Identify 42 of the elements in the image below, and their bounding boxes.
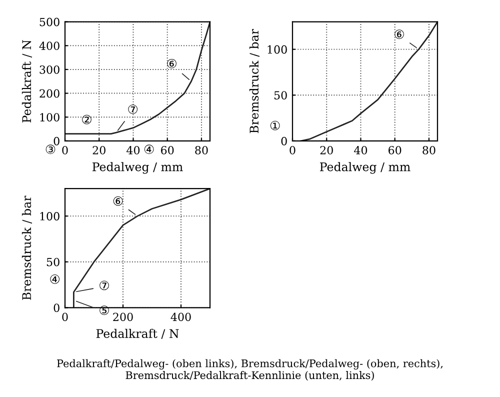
x-tick-label: 40 xyxy=(126,146,140,154)
text: ③ xyxy=(46,144,56,154)
x-tick-label: 0 xyxy=(62,312,68,322)
x-tick-label: 80 xyxy=(422,146,436,154)
text: ④ xyxy=(144,144,154,154)
annotation: ② xyxy=(82,114,92,124)
x-tick-label: 400 xyxy=(170,312,191,322)
x-tick-label: 60 xyxy=(388,146,402,154)
y-axis-title: Bremsdruck / bar xyxy=(22,196,32,300)
y-axis-title: Bremsdruck / bar xyxy=(249,28,260,134)
annotation: ⑦ xyxy=(128,104,138,114)
y-tick-label: 100 xyxy=(40,113,60,122)
x-tick-label: 20 xyxy=(92,146,106,154)
y-tick-label: 400 xyxy=(39,42,60,50)
x-axis-title: Pedalkraft / N xyxy=(96,328,179,339)
x-tick-label: 0 xyxy=(62,146,68,154)
y-tick-label: 100 xyxy=(40,212,60,220)
y-tick-label: 0 xyxy=(281,136,287,146)
annotation: ⑥ xyxy=(167,58,176,68)
annotation: ⑦ xyxy=(100,280,109,290)
y-tick-label: 200 xyxy=(40,89,60,98)
y-tick-label: 0 xyxy=(54,136,60,146)
x-axis-title: Pedalweg / mm xyxy=(92,162,183,174)
y-axis-title: Pedalkraft / N xyxy=(22,40,32,122)
x-tick-label: 0 xyxy=(290,146,296,154)
text: ① xyxy=(270,120,280,130)
x-tick-label: 200 xyxy=(113,312,133,322)
annotation: ⑥ xyxy=(394,30,404,40)
annotation: ⑥ xyxy=(113,196,123,206)
y-tick-label: 500 xyxy=(40,18,60,26)
y-tick-label: 50 xyxy=(274,91,287,100)
y-tick-label: 300 xyxy=(40,65,60,74)
x-tick-label: 80 xyxy=(195,146,208,154)
text: ④ xyxy=(50,274,60,284)
text: Pedalkraft/Pedalweg- (oben links), Bremsdruck/Pedalweg- (oben, rechts), Bremsdruck/Pedalkraft-Kennlinie (unten, links) xyxy=(57,359,442,381)
x-tick-label: 40 xyxy=(354,146,368,154)
x-axis-title: Pedalweg / mm xyxy=(320,162,410,174)
y-tick-label: 100 xyxy=(268,45,287,54)
y-tick-label: 0 xyxy=(54,304,60,312)
x-tick-label: 20 xyxy=(320,146,333,154)
x-tick-label: 60 xyxy=(161,146,174,154)
y-tick-label: 50 xyxy=(46,258,60,266)
